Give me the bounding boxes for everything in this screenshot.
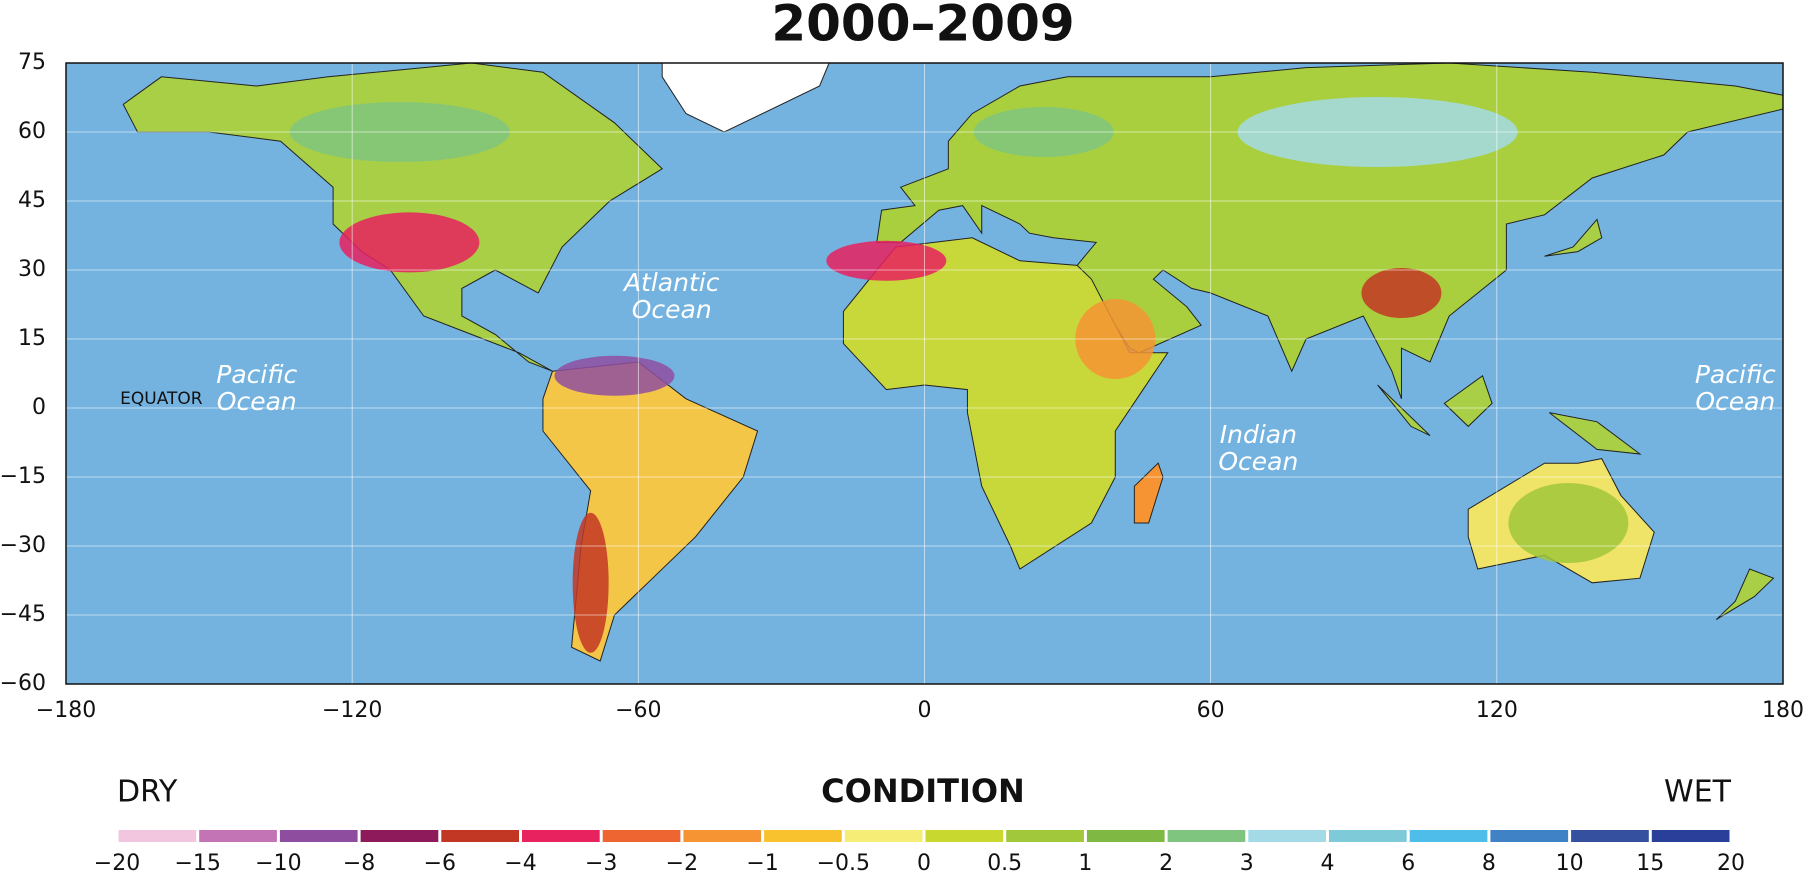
x-tick-label: 120 — [1476, 698, 1518, 723]
colorbar-segment — [360, 830, 439, 842]
colorbar-segment — [1409, 830, 1488, 842]
y-tick-label: −15 — [0, 464, 46, 489]
y-tick-label: 0 — [32, 395, 46, 420]
land — [122, 62, 1784, 662]
japan — [1544, 218, 1603, 257]
colorbar-segment — [602, 830, 681, 842]
ocean-label: Ocean — [1695, 387, 1775, 416]
colorbar-segment — [199, 830, 277, 842]
x-tick-label: −180 — [36, 698, 96, 723]
colorbar-segment — [279, 830, 358, 842]
x-tick-label: 0 — [918, 698, 932, 723]
colorbar-segment — [522, 830, 600, 842]
colorbar-tick-label: −8 — [343, 851, 375, 876]
x-tick-label: 180 — [1762, 698, 1804, 723]
colorbar-segment — [1086, 830, 1165, 842]
madagascar — [1133, 462, 1164, 524]
colorbar-segment — [1329, 830, 1407, 842]
x-tick-label: −60 — [615, 698, 661, 723]
dry-region — [1361, 268, 1442, 318]
colorbar-tick-label: −3 — [585, 851, 617, 876]
dry-region — [826, 240, 947, 281]
colorbar-tick-label: 15 — [1636, 851, 1664, 876]
colorbar-tick-label: −20 — [94, 851, 140, 876]
colorbar-tick-label: 0 — [917, 851, 931, 876]
colorbar-tick-label: 1 — [1078, 851, 1092, 876]
y-tick-label: 60 — [18, 119, 46, 144]
colorbar-segment — [118, 830, 197, 842]
y-tick-label: 45 — [18, 188, 46, 213]
new-zealand — [1715, 568, 1775, 621]
dry-region — [339, 212, 480, 273]
ocean-label: Pacific — [1695, 360, 1776, 389]
y-tick-label: −30 — [0, 533, 46, 558]
colorbar-tick-label: −15 — [174, 851, 220, 876]
colorbar-tick-label: −1 — [746, 851, 778, 876]
colorbar-tick-label: 2 — [1159, 851, 1173, 876]
colorbar-tick-label: 0.5 — [987, 851, 1022, 876]
dry-region — [572, 512, 609, 653]
y-tick-label: 75 — [18, 50, 46, 75]
eurasia — [876, 62, 1784, 399]
ocean-label: Ocean — [1218, 447, 1298, 476]
colorbar-tick-label: 20 — [1717, 851, 1745, 876]
colorbar-segment — [844, 830, 923, 842]
map-frame — [65, 62, 1784, 685]
colorbar-tick-label: −10 — [255, 851, 301, 876]
colorbar-segment — [441, 830, 519, 842]
x-tick-label: 60 — [1197, 698, 1225, 723]
sumatra — [1377, 384, 1431, 437]
y-tick-label: −45 — [0, 602, 46, 627]
ocean-label: Pacific — [216, 360, 297, 389]
legend-right: WET — [1664, 775, 1732, 810]
equator-label: EQUATOR — [120, 389, 203, 409]
x-tick-label: −120 — [322, 698, 382, 723]
colorbar-segment — [1651, 830, 1730, 842]
legend-left: DRY — [117, 775, 178, 810]
ocean-label: Atlantic — [622, 268, 720, 297]
legend-title: CONDITION — [821, 772, 1025, 810]
colorbar-tick-label: 8 — [1482, 851, 1496, 876]
colorbar-segment — [683, 830, 762, 842]
colorbar-tick-label: 3 — [1240, 851, 1254, 876]
ocean-label: Ocean — [217, 387, 297, 416]
y-tick-label: −60 — [0, 671, 46, 696]
colorbar-tick-label: 10 — [1556, 851, 1584, 876]
borneo — [1443, 375, 1493, 428]
colorbar-segment — [925, 830, 1004, 842]
colorbar-tick-label: −0.5 — [817, 851, 870, 876]
colorbar-segment — [1167, 830, 1246, 842]
wet-region — [1508, 483, 1629, 563]
colorbar-segment — [1490, 830, 1569, 842]
ocean-label: Ocean — [632, 295, 712, 324]
ocean-label: Indian — [1220, 420, 1297, 449]
y-tick-label: 15 — [18, 326, 46, 351]
colorbar-tick-label: −4 — [504, 851, 536, 876]
colorbar-tick-label: −6 — [424, 851, 456, 876]
colorbar-segment — [1571, 830, 1649, 842]
colorbar-segment — [1248, 830, 1326, 842]
colorbar-tick-label: 4 — [1321, 851, 1335, 876]
colorbar-segment — [764, 830, 842, 842]
colorbar-segment — [1006, 830, 1084, 842]
dry-region — [554, 355, 675, 396]
title: 2000–2009 — [771, 0, 1074, 53]
y-tick-label: 30 — [18, 257, 46, 282]
colorbar-tick-label: 6 — [1401, 851, 1415, 876]
colorbar-tick-label: −2 — [666, 851, 698, 876]
new-guinea — [1548, 412, 1642, 455]
